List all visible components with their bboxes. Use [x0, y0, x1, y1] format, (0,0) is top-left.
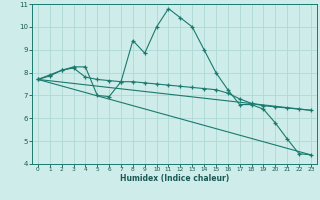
X-axis label: Humidex (Indice chaleur): Humidex (Indice chaleur)	[120, 174, 229, 183]
